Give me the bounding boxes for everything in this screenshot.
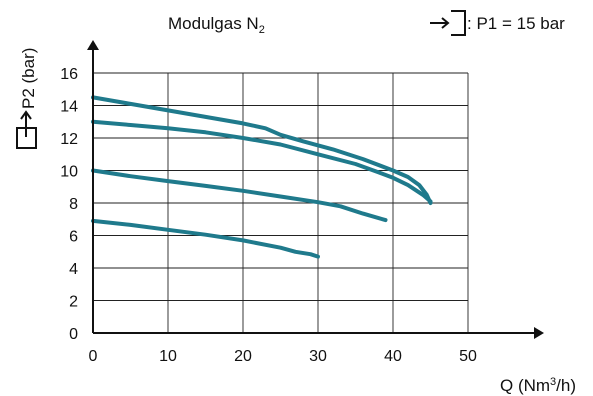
x-tick-label: 50 bbox=[459, 348, 477, 365]
x-tick-label: 20 bbox=[234, 348, 252, 365]
x-tick-label: 10 bbox=[159, 348, 177, 365]
y-tick-label: 10 bbox=[60, 164, 78, 181]
y-axis-arrow bbox=[87, 40, 99, 50]
x-tick-label: 30 bbox=[309, 348, 327, 365]
y-tick-label: 14 bbox=[60, 99, 78, 116]
x-tick-label: 0 bbox=[89, 348, 98, 365]
series-line-1 bbox=[91, 95, 433, 205]
inlet-pressure-label: : P1 = 15 bar bbox=[467, 14, 565, 33]
y-tick-label: 16 bbox=[60, 66, 78, 83]
series-line-2 bbox=[91, 119, 433, 204]
chart-title: Modulgas N2 bbox=[168, 14, 265, 36]
series-line-3 bbox=[91, 168, 388, 223]
outlet-icon bbox=[16, 110, 37, 149]
axes bbox=[87, 40, 544, 339]
x-tick-label: 40 bbox=[384, 348, 402, 365]
tick-labels: 0 10 20 30 40 50 0 2 4 6 8 10 12 14 16 bbox=[60, 66, 477, 365]
x-axis-label: Q (Nm3/h) bbox=[500, 376, 576, 395]
x-axis-arrow bbox=[534, 327, 544, 339]
y-tick-label: 0 bbox=[69, 326, 78, 343]
curves bbox=[91, 95, 433, 259]
y-axis-label: P2 (bar) bbox=[19, 48, 38, 109]
series-line-4 bbox=[91, 218, 320, 259]
grid bbox=[93, 72, 469, 333]
y-tick-label: 6 bbox=[69, 229, 78, 246]
y-tick-label: 8 bbox=[69, 196, 78, 213]
y-tick-label: 4 bbox=[69, 261, 78, 278]
inlet-icon bbox=[430, 10, 466, 36]
y-tick-label: 2 bbox=[69, 294, 78, 311]
y-tick-label: 12 bbox=[60, 131, 78, 148]
